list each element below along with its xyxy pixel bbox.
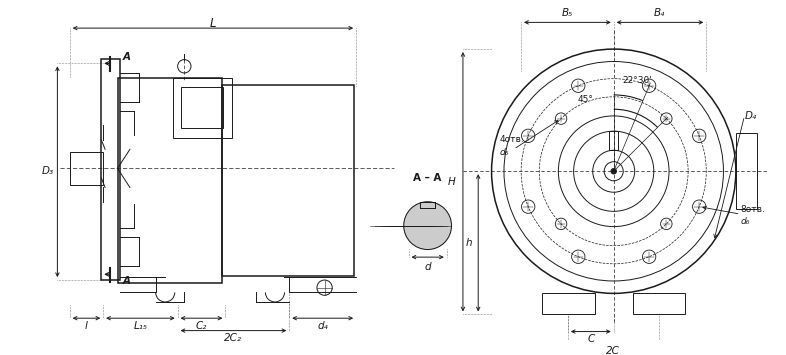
Text: 2C₂: 2C₂ — [224, 333, 242, 343]
Text: A: A — [123, 276, 130, 286]
Text: 2C: 2C — [606, 346, 619, 355]
Text: 45°: 45° — [577, 95, 593, 104]
Text: H: H — [447, 177, 455, 187]
Text: d₆: d₆ — [740, 217, 750, 226]
Text: 4отв.: 4отв. — [499, 135, 524, 144]
Text: d₆: d₆ — [499, 148, 509, 157]
Text: 22°30': 22°30' — [623, 76, 652, 85]
Text: D₃: D₃ — [42, 166, 54, 176]
Text: l: l — [85, 321, 87, 331]
Circle shape — [611, 168, 616, 174]
Text: B₅: B₅ — [561, 8, 572, 18]
Text: L: L — [210, 17, 216, 30]
Text: d₄: d₄ — [318, 321, 328, 331]
Text: d: d — [424, 262, 431, 272]
Text: h: h — [465, 238, 472, 248]
Text: C₂: C₂ — [196, 321, 208, 331]
Text: B₄: B₄ — [654, 8, 665, 18]
Text: A: A — [123, 52, 130, 62]
Text: L₁₅: L₁₅ — [134, 321, 148, 331]
Text: C: C — [587, 334, 594, 344]
Text: D₄: D₄ — [744, 111, 757, 121]
Polygon shape — [404, 202, 451, 250]
Text: 8отв.: 8отв. — [740, 205, 766, 214]
Text: A – A: A – A — [413, 173, 442, 183]
